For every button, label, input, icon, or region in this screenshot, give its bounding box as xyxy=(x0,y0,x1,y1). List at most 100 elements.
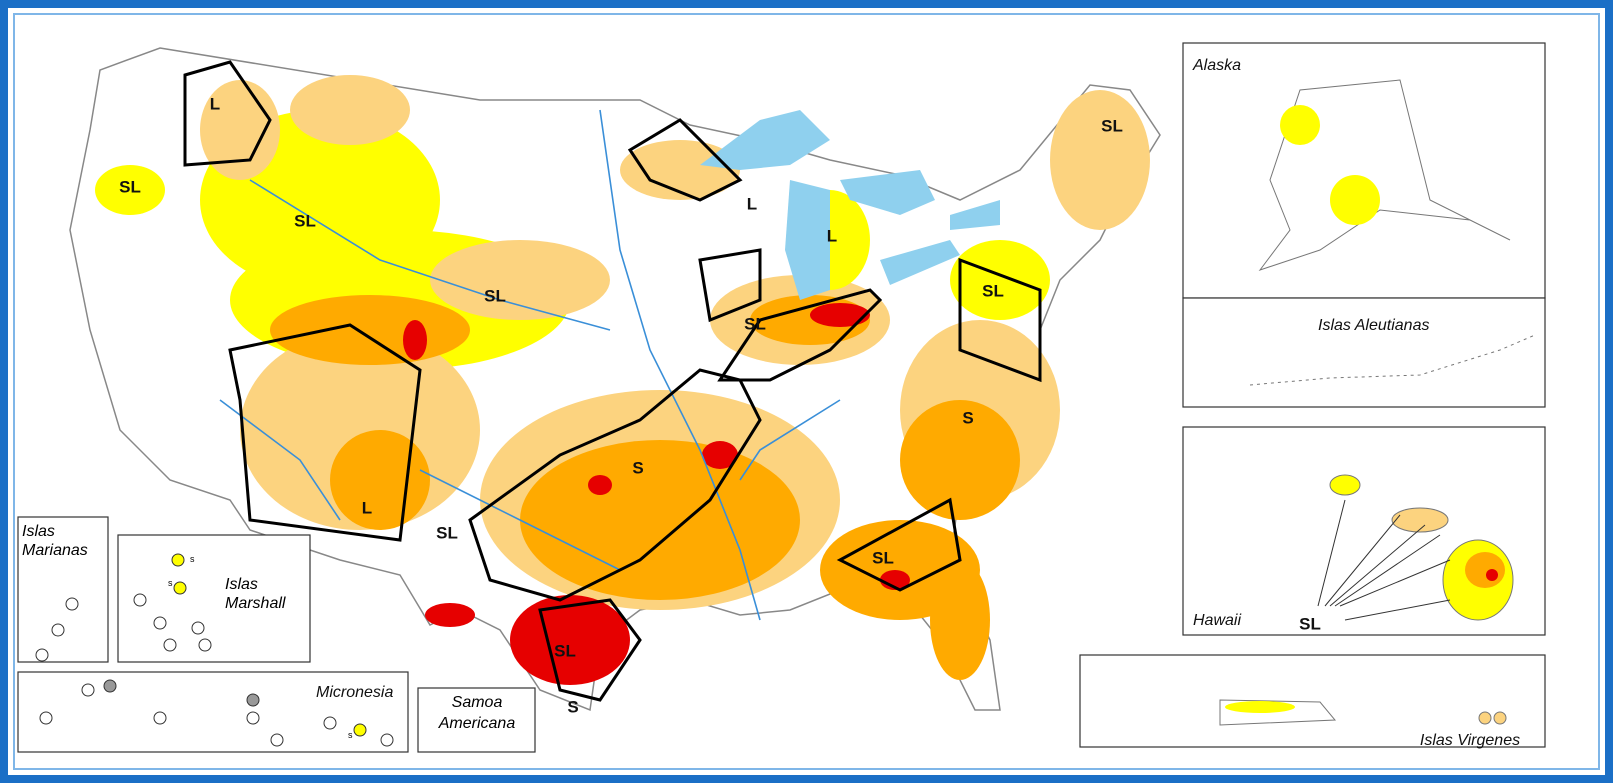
map-shape xyxy=(785,180,830,300)
conus: L SL SL SL L L SL SL SL S S L SL SL SL S xyxy=(69,47,1161,716)
inset-title: Micronesia xyxy=(316,684,393,701)
map-shape xyxy=(17,516,109,663)
map-shape xyxy=(1330,175,1380,225)
map-shape xyxy=(1465,552,1505,588)
map-shape xyxy=(510,595,630,685)
map-shape xyxy=(95,165,165,215)
map-shape xyxy=(702,441,738,469)
map-shape xyxy=(191,621,205,635)
map-shape xyxy=(17,671,409,753)
map-shape xyxy=(1182,297,1546,408)
inset-title: Alaska xyxy=(1192,57,1241,74)
inset-title: Samoa Americana xyxy=(438,694,516,732)
map-shape xyxy=(599,109,761,621)
map-shape xyxy=(1050,90,1150,230)
map-shape xyxy=(103,679,117,693)
map-shape xyxy=(323,716,337,730)
inset-title: Islas Marianas xyxy=(22,523,88,559)
impact-label: SL xyxy=(484,286,506,305)
map-shape xyxy=(246,711,260,725)
map-shape xyxy=(468,368,762,602)
map-shape xyxy=(1329,474,1361,496)
inset-title-box: Samoa Americana xyxy=(438,694,516,732)
map-shape xyxy=(1249,334,1536,386)
impact-label: S xyxy=(962,408,973,427)
impact-label: SL xyxy=(982,281,1004,300)
impact-label: SL xyxy=(1101,116,1123,135)
map-shape xyxy=(198,638,212,652)
map-shape xyxy=(81,683,95,697)
impact-label: SL xyxy=(554,641,576,660)
map-shape xyxy=(627,118,743,202)
micronesia-mark: s xyxy=(348,730,353,740)
map-shape xyxy=(153,616,167,630)
map-shape xyxy=(171,553,185,567)
impact-label: S xyxy=(632,458,643,477)
inner-frame xyxy=(13,13,1600,770)
map-shape xyxy=(698,248,762,323)
alaska-inset: Alaska xyxy=(1182,42,1546,299)
map-shape xyxy=(1486,569,1498,581)
inset-title: Islas Aleutianas xyxy=(1318,317,1429,334)
impact-label: L xyxy=(362,498,372,517)
micronesia-inset: s Micronesia xyxy=(17,671,409,753)
inset-title-box: Islas Marshall xyxy=(225,576,286,612)
map-shape xyxy=(163,638,177,652)
map-shape xyxy=(417,687,536,753)
map-shape xyxy=(228,323,422,542)
marshall-inset: s s Islas Marshall xyxy=(117,534,311,663)
map-shape xyxy=(133,593,147,607)
impact-label: SL xyxy=(294,211,316,230)
inset-title-box: Islas Marianas xyxy=(22,523,88,559)
map-shape xyxy=(930,560,990,680)
map-shape xyxy=(173,581,187,595)
samoa-inset: Samoa Americana xyxy=(417,687,536,753)
map-shape xyxy=(700,110,830,170)
map-shape xyxy=(430,240,610,320)
map-shape xyxy=(1225,701,1295,713)
inset-title: Hawaii xyxy=(1193,612,1241,629)
map-shape xyxy=(1317,499,1451,621)
map-shape xyxy=(1493,711,1507,725)
map-shape xyxy=(270,733,284,747)
map-shape xyxy=(958,257,1042,383)
map-shape xyxy=(520,440,800,600)
impact-label: SL xyxy=(744,314,766,333)
map-shape xyxy=(153,711,167,725)
map-shape xyxy=(380,733,394,747)
map-shape xyxy=(620,140,740,200)
map-shape xyxy=(419,469,621,571)
map-shape xyxy=(425,603,475,627)
impact-label: S xyxy=(567,697,578,716)
map-shape xyxy=(840,170,935,215)
map-shape xyxy=(65,597,79,611)
map-shape xyxy=(950,200,1000,230)
rivers xyxy=(219,109,841,621)
impact-boundaries xyxy=(183,60,1042,702)
marshall-mark: s xyxy=(190,554,195,564)
map-shape xyxy=(183,60,272,167)
impact-label: L xyxy=(747,194,757,213)
impact-label: L xyxy=(210,94,220,113)
map-shape xyxy=(39,711,53,725)
map-shape xyxy=(117,534,311,663)
map-shape xyxy=(1478,711,1492,725)
map-shape xyxy=(836,497,962,592)
map-shape xyxy=(1391,507,1449,533)
map-shape xyxy=(739,399,841,481)
map-shape xyxy=(717,288,883,382)
impact-label: SL xyxy=(436,523,458,542)
map-shape xyxy=(290,75,410,145)
virgin-inset: Islas Virgenes xyxy=(1079,654,1546,749)
map-shape xyxy=(330,430,430,530)
map-shape xyxy=(35,648,49,662)
map-shape xyxy=(880,240,960,285)
great-lakes xyxy=(700,110,1000,300)
map-shape xyxy=(403,320,427,360)
inset-title: Islas Marshall xyxy=(225,576,286,612)
map-shape xyxy=(810,303,870,327)
map-shape xyxy=(219,399,341,521)
marianas-inset: Islas Marianas xyxy=(17,516,109,663)
